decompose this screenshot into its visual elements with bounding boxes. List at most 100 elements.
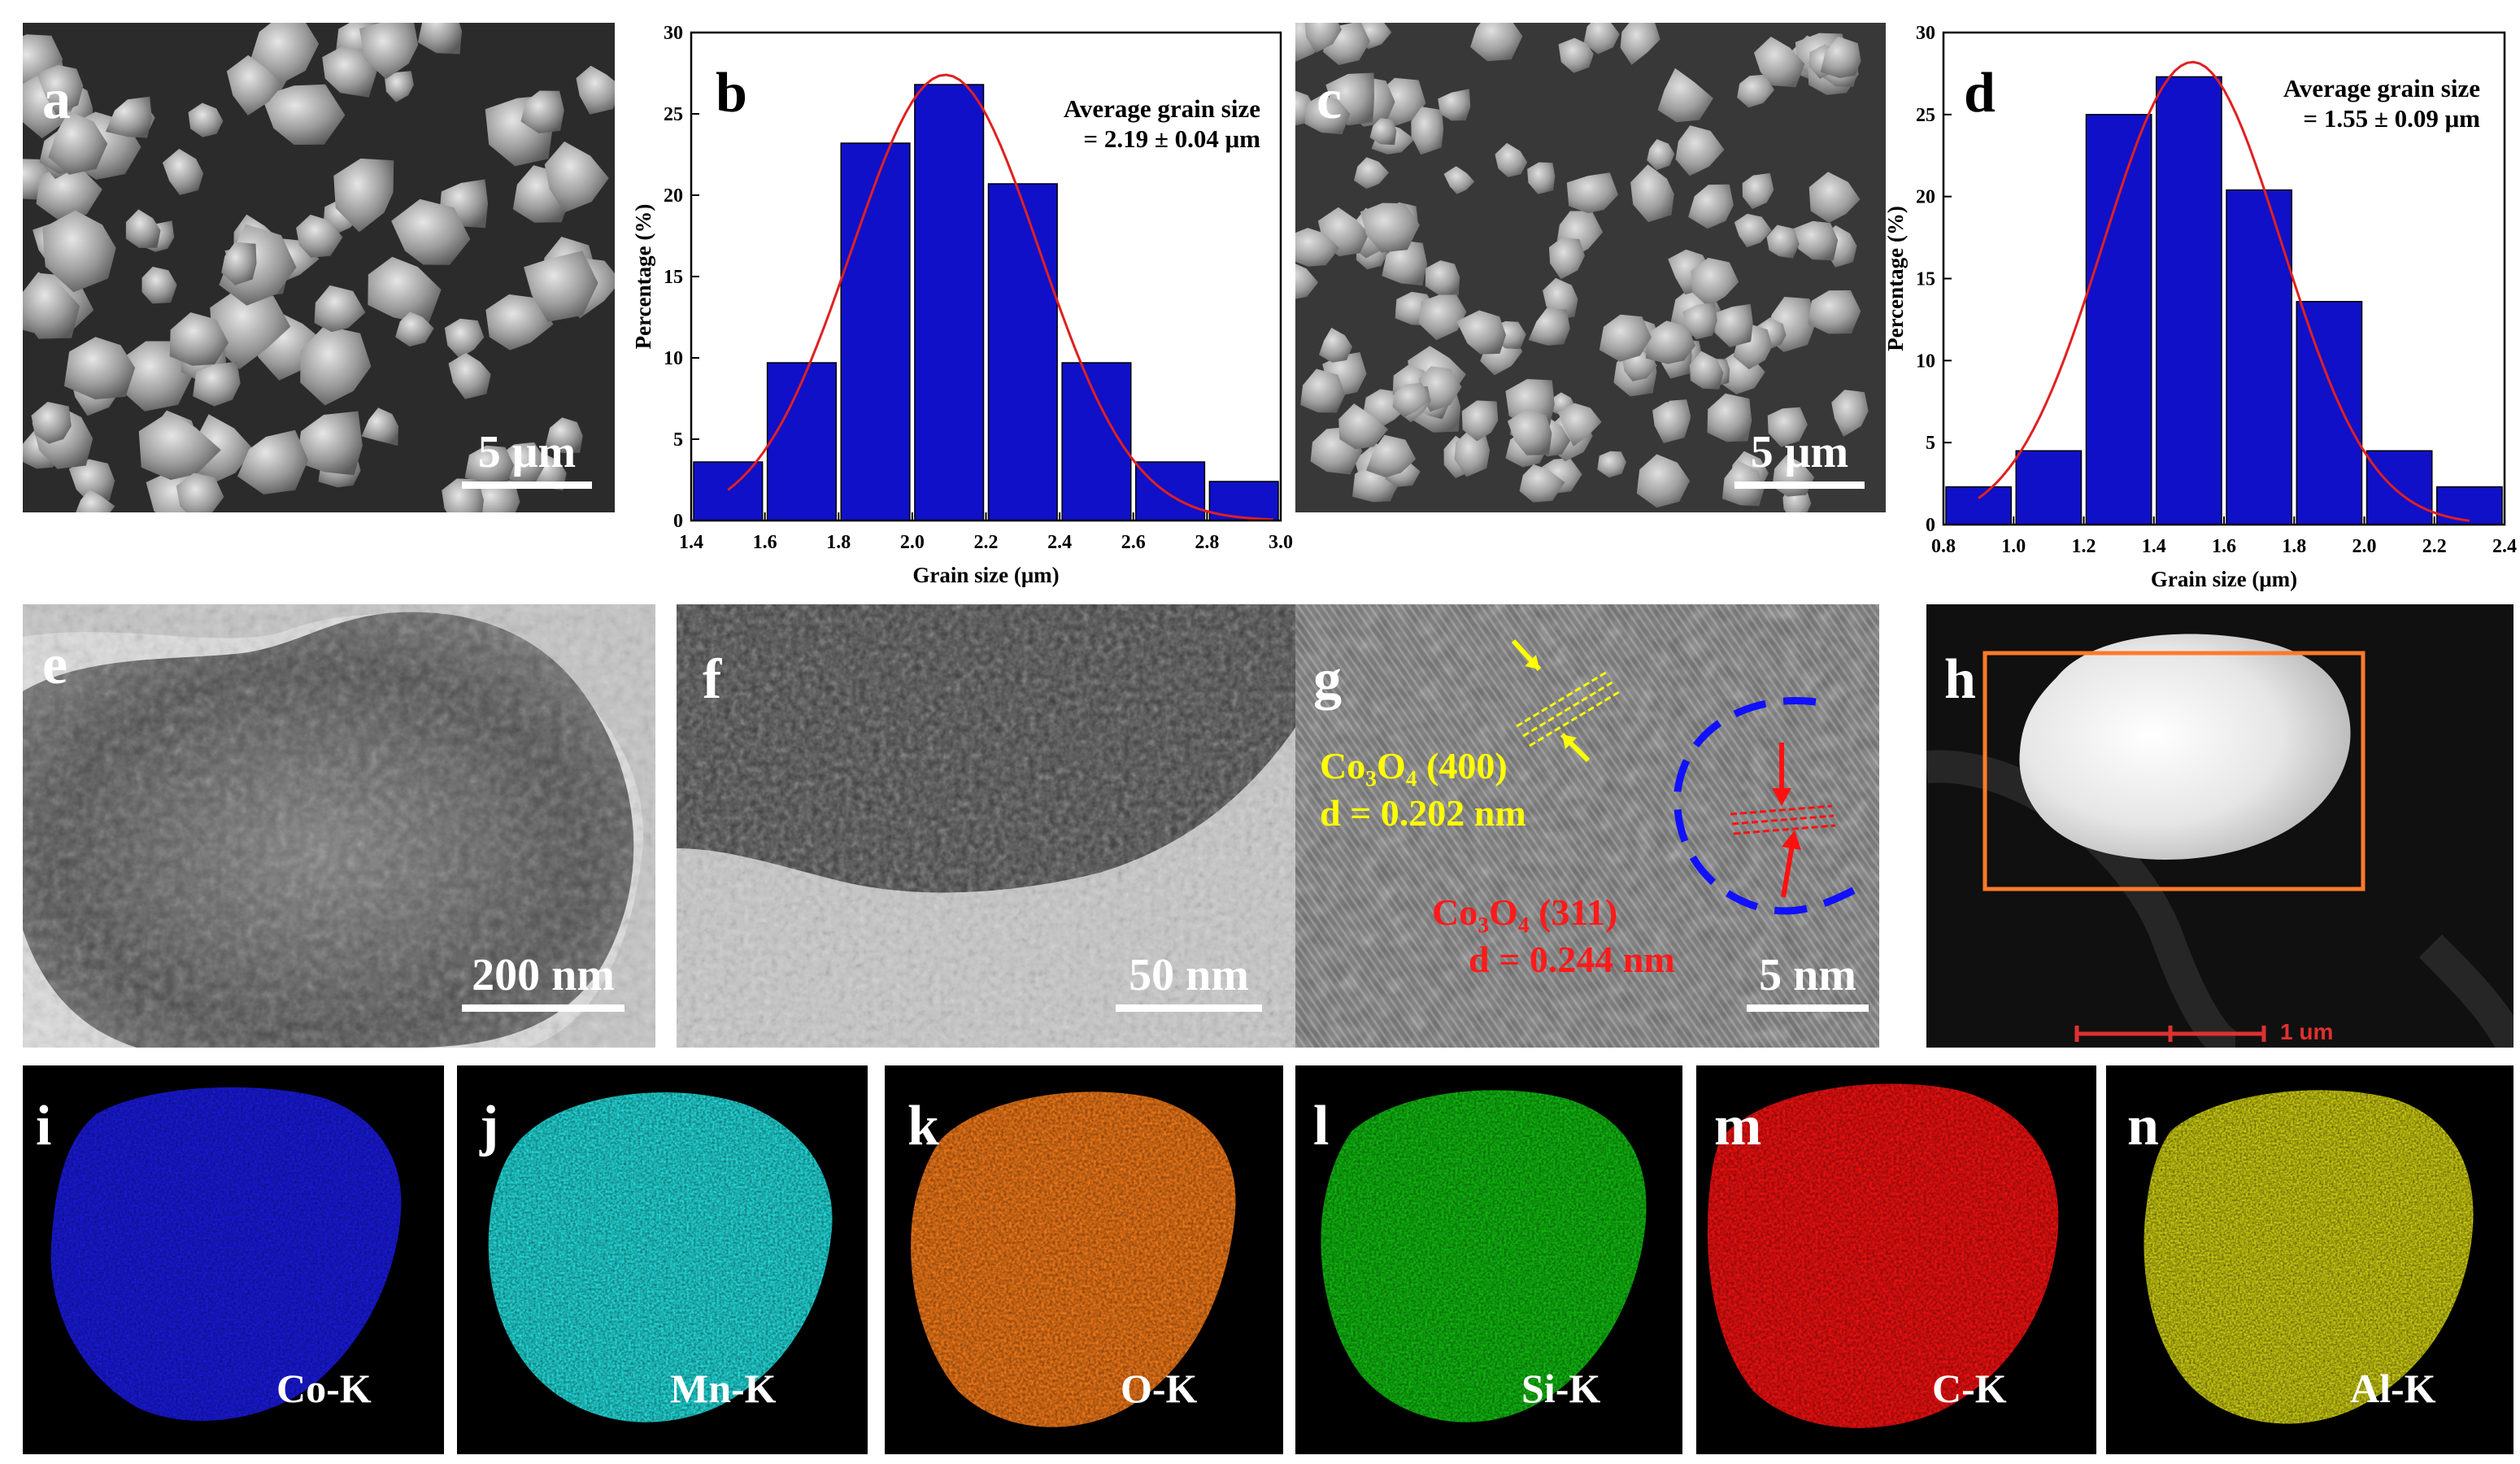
y-tick-label: 10 [664,348,683,369]
eds-map-c: m C-K [1696,1065,2096,1454]
x-tick-label: 1.8 [826,532,851,553]
red-lattice-line-2 [1731,814,1835,826]
x-tick-label: 2.4 [1047,532,1072,553]
element-label-c: C-K [1932,1366,2007,1411]
tem-image-f: f 50 nm [677,604,1296,1048]
y-tick-label: 20 [1916,187,1935,208]
x-tick-label: 2.6 [1121,532,1146,553]
x-tick-label: 1.6 [753,532,777,553]
red-lattice-line-1 [1730,804,1833,816]
sem-image-a: a 5 μm [23,23,615,512]
histogram-bar [987,183,1058,521]
scale-label-e: 200 nm [472,950,615,1000]
histogram-d: 0.8 1.0 1.2 1.4 1.6 1.8 2.0 2.2 2.4 0 5 10 15 20 25 30 G… [1883,16,2517,602]
histogram-d-svg: 0.8 1.0 1.2 1.4 1.6 1.8 2.0 2.2 2.4 0 5 10 15 20 25 30 G… [1883,23,2517,591]
y-tick-label: 5 [1926,433,1935,454]
scale-line-f [1116,1004,1262,1012]
x-tick-label: 2.0 [2352,536,2377,557]
scale-label-g: 5 nm [1759,950,1856,1000]
blue-dashed-arc [1673,697,1859,915]
annotation-co3o4-311: Co₃O₄ (311) d = 0.244 nm [1432,892,1675,980]
x-tick-label: 1.6 [2212,536,2236,557]
y-tick-label: 30 [1916,23,1935,44]
scale-line-c [1734,481,1865,489]
y-tick-label: 0 [673,511,683,532]
x-tick-label: 3.0 [1269,532,1293,553]
histogram-bar [914,84,985,521]
y-axis-label: Percentage (%) [1883,206,1908,351]
gaussian-fit-curve [1978,60,2470,522]
y-tick-label: 15 [664,267,683,288]
y-tick-label: 5 [673,429,683,451]
y-tick-label: 20 [664,185,683,207]
panel-label-i: i [36,1095,52,1157]
yellow-lattice-line-1 [1516,669,1609,728]
histogram-bar [2156,76,2222,525]
y-tick-label: 0 [1926,515,1935,536]
eds-al-texture [2144,1090,2474,1424]
tem-texture-e [23,604,655,1048]
y-tick-label: 30 [664,23,683,44]
red-arrowhead-bottom [1782,830,1801,850]
hrtem-image-g: g Co₃O₄ (400) d = 0.202 nm Co₃O₄ (311) d… [1295,604,1879,1048]
eds-map-al: n Al-K [2106,1065,2513,1454]
scale-bar-g: 5 nm [1747,952,1869,1012]
histogram-bar [2365,450,2433,525]
histogram-b-svg: 1.4 1.6 1.8 2.0 2.2 2.4 2.6 2.8 3.0 0 5 10 15 20 25 30 G… [631,23,1293,587]
histogram-bar [1135,461,1206,521]
eds-map-si: l Si-K [1295,1065,1682,1454]
histogram-bar [2296,300,2363,525]
x-tick-label: 2.0 [900,532,925,553]
histogram-bar [693,461,764,521]
x-axis-label: Grain size (μm) [912,563,1059,587]
histogram-bar [1945,486,2012,525]
scale-label-f: 50 nm [1129,950,1249,1000]
scale-bar-f: 50 nm [1116,952,1262,1012]
element-label-co: Co-K [276,1366,372,1411]
element-label-mn: Mn-K [670,1366,777,1411]
panel-label-c: c [1317,68,1343,131]
avg-grain-size-d-line1: Average grain size [2283,74,2480,102]
eds-o-texture [911,1091,1236,1427]
sem-image-c: c 5 μm [1295,23,1886,512]
avg-grain-size-b-line1: Average grain size [1063,94,1260,123]
panel-label-n: n [2127,1095,2159,1157]
avg-grain-size-b-line2: = 2.19 ± 0.04 μm [1083,124,1260,154]
histogram-bar [766,362,837,521]
avg-grain-size-d: Average grain size = 1.55 ± 0.09 μm [2283,73,2480,133]
eds-map-o: k O-K [885,1065,1283,1454]
particle-h [2019,634,2351,860]
scale-line-e [462,1004,625,1012]
scale-bar-a: 5 μm [462,429,592,489]
scale-label-h: 1 um [2280,1019,2334,1044]
eds-co-texture [50,1087,402,1421]
x-axis-label: Grain size (μm) [2151,567,2297,591]
x-tick-label: 1.4 [679,532,703,553]
panel-label-j: j [480,1095,499,1157]
yellow-arrowhead-bottom [1562,734,1577,749]
hrtem-texture-g [1295,604,1879,1048]
annotation-co3o4-400-plane: Co₃O₄ (400) [1320,745,1508,786]
panel-label-l: l [1313,1095,1330,1157]
red-arrow-bottom [1781,839,1795,898]
tem-texture-f [677,604,1296,1048]
yellow-arrowhead-top [1525,655,1539,669]
panel-label-g: g [1313,648,1342,711]
histogram-bar [2085,114,2152,525]
scale-label-a: 5 μm [477,427,577,477]
x-tick-label: 2.2 [974,532,999,553]
red-lattice-line-3 [1733,824,1836,835]
yellow-lattice-line-3 [1529,689,1622,747]
x-tick-label: 1.8 [2282,536,2306,557]
annotation-co3o4-400: Co₃O₄ (400) d = 0.202 nm [1320,745,1526,834]
panel-label-b: b [716,62,747,124]
x-tick-label: 1.0 [2001,536,2026,557]
eds-mn-texture [488,1092,833,1423]
histogram-b: 1.4 1.6 1.8 2.0 2.2 2.4 2.6 2.8 3.0 0 5 10 15 20 25 30 G… [618,16,1293,602]
y-tick-label: 10 [1916,351,1935,372]
y-axis-label: Percentage (%) [631,204,655,350]
histogram-bar [840,142,911,521]
histogram-bar [2436,486,2503,525]
panel-label-e: e [42,634,68,696]
eds-c-texture [1707,1083,2059,1428]
